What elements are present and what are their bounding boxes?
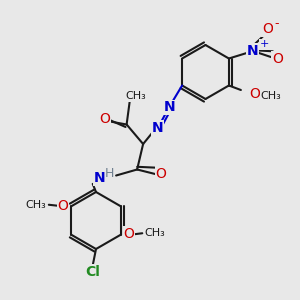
Text: O: O [58,199,68,213]
Text: N: N [152,121,163,135]
Text: N: N [164,100,175,114]
Text: CH₃: CH₃ [145,228,165,238]
Text: O: O [262,22,273,36]
Text: Cl: Cl [85,265,100,278]
Text: CH₃: CH₃ [260,91,281,101]
Text: O: O [99,112,110,126]
Text: O: O [272,52,283,65]
Text: +: + [259,39,269,49]
Text: H: H [105,167,114,180]
Text: O: O [249,87,260,100]
Text: N: N [247,44,259,58]
Text: O: O [156,167,167,181]
Text: N: N [94,171,105,185]
Text: CH₃: CH₃ [26,200,46,210]
Text: -: - [274,16,278,30]
Text: O: O [124,227,134,241]
Text: CH₃: CH₃ [125,91,146,101]
